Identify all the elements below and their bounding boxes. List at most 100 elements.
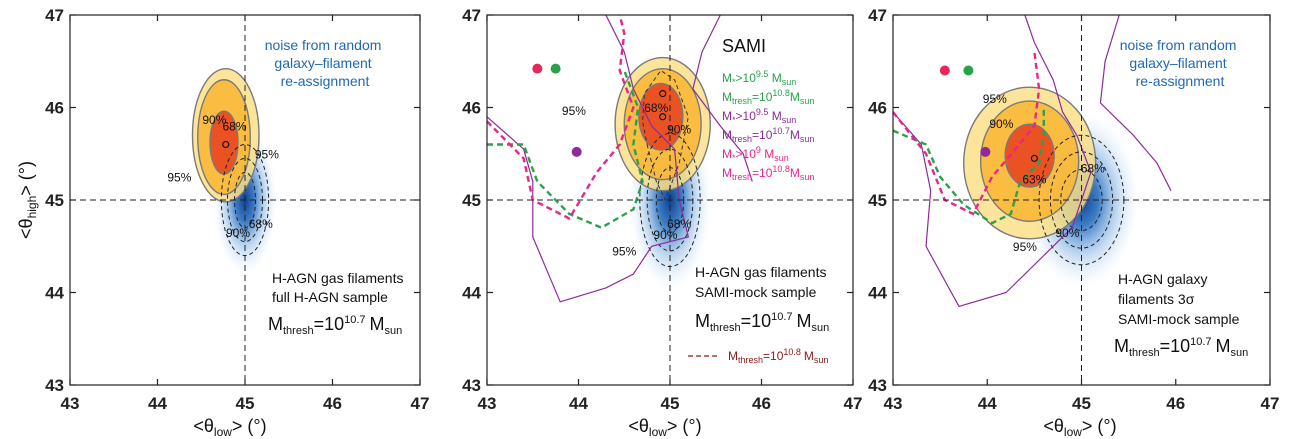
- x-tick-label: 45: [236, 394, 255, 413]
- reference-lines-right: [893, 15, 1270, 385]
- x-axis-label-left: <θlow> (°): [193, 416, 266, 439]
- sample-description-middle: H-AGN gas filaments SAMI-mock sample: [695, 264, 830, 300]
- noise-annotation-right: noise from random galaxy–filament re-ass…: [1120, 37, 1241, 89]
- contour-labels-left: 90%68%95%95%90%68%: [167, 113, 279, 240]
- mthresh-left: Mthresh=1010.7 Msun: [268, 314, 402, 337]
- x-tick-label: 44: [978, 394, 997, 413]
- y-tick-label: 43: [462, 376, 481, 395]
- y-tick-label: 47: [868, 6, 887, 25]
- y-tick-label: 43: [868, 376, 887, 395]
- x-label-main: <θ: [193, 416, 214, 436]
- series-line-0: [892, 14, 1092, 308]
- contour-labels-right: 95% 90% 63% 68% 90% 95%: [983, 92, 1105, 254]
- data-contours-middle: [614, 56, 711, 192]
- marker-dot-0: [939, 65, 950, 76]
- series-line-1: [692, 14, 753, 182]
- best-fit-marker: [659, 90, 667, 98]
- series-line-3: [486, 14, 635, 221]
- y-tick-label: 44: [462, 284, 481, 303]
- best-fit-marker: [659, 113, 667, 121]
- contour-label: 95%: [167, 171, 191, 185]
- contour-label: 95%: [983, 92, 1007, 106]
- x-tick-label: 46: [323, 394, 342, 413]
- contour-label: 68%: [1081, 161, 1105, 175]
- contour-label: 68%: [222, 120, 246, 134]
- y-tick-label: 46: [868, 99, 887, 118]
- x-tick-label: 44: [148, 394, 167, 413]
- markers-left: [222, 140, 230, 149]
- y-label-main: <θ: [16, 218, 36, 239]
- sami-legend: M*>109.5 Msun Mtresh=1010.8Msun M*>109.5…: [722, 69, 814, 182]
- x-tick-label: 46: [752, 394, 771, 413]
- data-contours-left: [191, 67, 260, 203]
- contour-label: 90%: [1055, 226, 1079, 240]
- y-tick-label: 45: [45, 191, 64, 210]
- contour-label: 68%: [667, 217, 691, 231]
- data-contours-right: [962, 86, 1097, 240]
- series-line-1: [1099, 14, 1172, 191]
- x-tick-label: 43: [61, 394, 80, 413]
- contour-label: 90%: [202, 113, 226, 127]
- y-axis-label: <θhigh> (°): [16, 161, 39, 239]
- x-tick-label: 47: [844, 394, 863, 413]
- best-fit-marker: [1030, 154, 1038, 162]
- dashed-legend: Mthresh=1010.8 Msun: [688, 347, 828, 365]
- x-tick-label: 43: [884, 394, 903, 413]
- y-tick-label: 43: [45, 376, 64, 395]
- y-tick-label: 47: [462, 6, 481, 25]
- y-tick-label: 46: [45, 99, 64, 118]
- y-tick-label: 46: [462, 99, 481, 118]
- x-tick-label: 45: [661, 394, 680, 413]
- series-line-2: [892, 107, 1045, 225]
- y-tick-label: 47: [45, 6, 64, 25]
- x-label-unit: > (°): [232, 416, 267, 436]
- x-tick-label: 47: [411, 394, 430, 413]
- sami-title: SAMI: [722, 36, 766, 56]
- contour-label: 95%: [1013, 240, 1037, 254]
- contour-label: 90%: [226, 226, 250, 240]
- sample-description-right: H-AGN galaxy filaments 3σ SAMI-mock samp…: [1118, 271, 1240, 327]
- sample-line-1: H-AGN gas filaments: [272, 270, 403, 286]
- contour-label: 95%: [612, 245, 636, 259]
- y-tick-label: 44: [868, 284, 887, 303]
- dashed-legend-label: Mthresh=1010.8 Msun: [728, 347, 828, 365]
- y-tick-label: 45: [462, 191, 481, 210]
- noise-line-3: re-assignment: [281, 73, 370, 89]
- mthresh-middle: Mthresh=1010.7 Msun: [695, 311, 829, 334]
- tick-marks-middle: [486, 14, 854, 386]
- markers-right: [939, 65, 1038, 162]
- y-label-unit: > (°): [16, 161, 36, 196]
- noise-annotation-left: noise from random galaxy–filament re-ass…: [265, 37, 386, 89]
- marker-dot-1: [963, 65, 974, 76]
- tick-labels-middle: 43 44 45 46 47 43 44 45 46 47: [462, 6, 862, 413]
- marker-dot-0: [532, 63, 543, 74]
- y-tick-label: 45: [868, 191, 887, 210]
- tick-labels-left: 43 44 45 46 47 43 44 45 46 47: [45, 6, 429, 413]
- panel-right: 43 44 45 46 47 43 44 45 46 47 95% 90% 63% 68% 90%95% …: [868, 6, 1279, 439]
- x-axis-label-right: <θlow> (°): [1043, 416, 1116, 439]
- marker-dot-2: [571, 146, 582, 157]
- x-label-sub: low: [214, 425, 232, 439]
- y-label-sub: high: [25, 196, 39, 219]
- sample-line-2: full H-AGN sample: [272, 289, 388, 305]
- noise-line-2: galaxy–filament: [274, 55, 371, 71]
- legend-item-green: M*>109.5 Msun Mtresh=1010.8Msun: [722, 69, 814, 106]
- legend-item-pink: M*>109 Msun Mtresh=1010.8Msun: [722, 145, 814, 182]
- x-tick-label: 45: [1072, 394, 1091, 413]
- contour-label: 68%: [644, 101, 668, 115]
- x-tick-label: 43: [478, 394, 497, 413]
- tick-labels-right: 43 44 45 46 47 43 44 45 46 47: [868, 6, 1279, 413]
- reference-lines-left: [70, 15, 420, 385]
- data-contour-68pct: [638, 82, 684, 151]
- series-line-2: [487, 70, 644, 230]
- contour-label: 68%: [249, 217, 273, 231]
- legend-item-purple: M*>109.5 Msun Mtresh=1010.7Msun: [722, 107, 814, 144]
- best-fit-marker: [222, 140, 230, 149]
- contour-label: 90%: [653, 228, 677, 242]
- contour-label: 90%: [989, 117, 1013, 131]
- x-axis-label-middle: <θlow> (°): [628, 416, 701, 439]
- x-tick-label: 46: [1166, 394, 1185, 413]
